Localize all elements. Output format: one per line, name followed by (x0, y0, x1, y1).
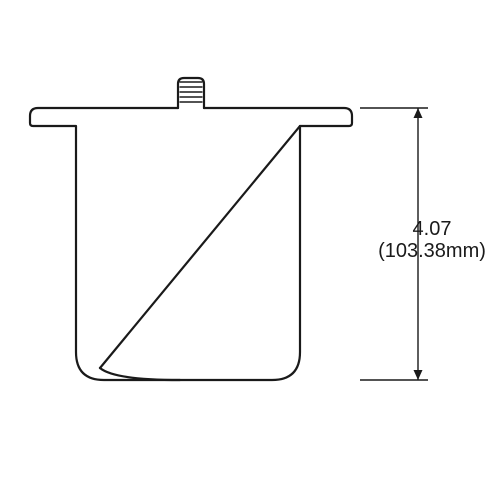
height-dimension: 4.07 (103.38mm) (360, 108, 486, 380)
part-outline (30, 78, 352, 380)
dimension-mm: (103.38mm) (378, 240, 486, 262)
technical-drawing: 4.07 (103.38mm) (0, 0, 500, 500)
